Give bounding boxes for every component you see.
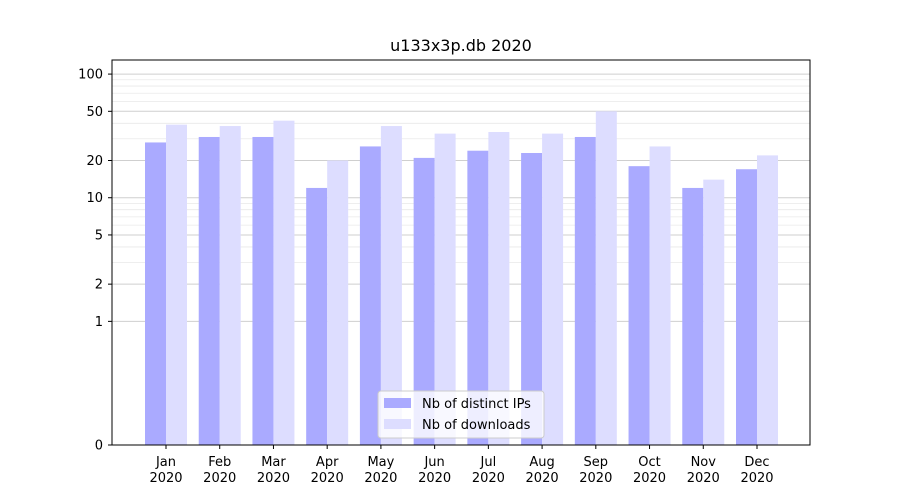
bar-distinct-ips bbox=[521, 153, 543, 445]
bar-distinct-ips bbox=[145, 142, 166, 445]
bar-downloads bbox=[649, 146, 671, 445]
y-tick-label: 5 bbox=[95, 228, 103, 243]
bars bbox=[145, 111, 778, 446]
bar-distinct-ips bbox=[736, 169, 757, 445]
legend-swatch bbox=[384, 419, 411, 429]
bar-downloads bbox=[273, 120, 295, 446]
x-tick-label-year: 2020 bbox=[364, 471, 397, 486]
legend-label: Nb of distinct IPs bbox=[422, 397, 531, 412]
x-tick-label-year: 2020 bbox=[311, 471, 344, 486]
y-tick-label: 20 bbox=[86, 154, 103, 169]
axes: Jan2020Feb2020Mar2020Apr2020May2020Jun20… bbox=[78, 59, 811, 486]
x-tick-label-month: Jan bbox=[155, 455, 176, 470]
bar-distinct-ips bbox=[628, 166, 650, 445]
x-tick-label-month: Feb bbox=[208, 455, 231, 470]
bar-downloads bbox=[434, 133, 456, 445]
bar-distinct-ips bbox=[682, 187, 704, 445]
bar-downloads bbox=[488, 132, 510, 446]
x-tick-label-year: 2020 bbox=[579, 471, 612, 486]
x-tick-label-month: Nov bbox=[691, 455, 717, 470]
bar-distinct-ips bbox=[306, 187, 328, 445]
legend-swatch bbox=[384, 398, 411, 408]
x-tick-label-year: 2020 bbox=[687, 471, 720, 486]
x-tick-label-month: Jul bbox=[480, 455, 497, 470]
bar-distinct-ips bbox=[198, 136, 220, 445]
x-tick-label-month: Aug bbox=[529, 455, 554, 470]
y-tick-label: 2 bbox=[95, 278, 103, 293]
bar-distinct-ips bbox=[252, 136, 274, 445]
bar-distinct-ips bbox=[359, 146, 381, 445]
bar-downloads bbox=[703, 179, 725, 446]
x-tick-label-year: 2020 bbox=[526, 471, 559, 486]
x-tick-label-month: Sep bbox=[584, 455, 609, 470]
x-tick-label-year: 2020 bbox=[418, 471, 451, 486]
y-tick-label: 50 bbox=[86, 105, 103, 120]
bar-distinct-ips bbox=[574, 136, 596, 445]
x-tick-label-year: 2020 bbox=[149, 471, 182, 486]
plot-frame bbox=[111, 59, 811, 446]
x-tick-label-month: Jun bbox=[423, 455, 444, 470]
chart-title: u133x3p.db 2020 bbox=[390, 36, 532, 55]
x-tick-label-month: May bbox=[367, 455, 394, 470]
legend: Nb of distinct IPs Nb of downloads bbox=[377, 390, 545, 439]
x-tick-label-year: 2020 bbox=[472, 471, 505, 486]
legend-label: Nb of downloads bbox=[422, 418, 531, 433]
x-tick-label-year: 2020 bbox=[740, 471, 773, 486]
y-tick-label: 1 bbox=[95, 315, 103, 330]
bar-downloads bbox=[327, 160, 349, 445]
bar-distinct-ips bbox=[467, 150, 489, 445]
bar-downloads bbox=[757, 155, 778, 445]
x-tick-label-year: 2020 bbox=[633, 471, 666, 486]
bar-downloads bbox=[542, 133, 564, 445]
x-tick-label-month: Apr bbox=[316, 455, 339, 470]
legend-box bbox=[377, 390, 545, 439]
bar-downloads bbox=[166, 124, 187, 445]
bar-downloads bbox=[595, 111, 617, 445]
bar-downloads bbox=[219, 126, 241, 445]
x-tick-label-month: Dec bbox=[744, 455, 769, 470]
bar-downloads bbox=[380, 126, 402, 445]
y-tick-label: 10 bbox=[86, 191, 103, 206]
x-tick-label-month: Mar bbox=[261, 455, 286, 470]
x-tick-label-month: Oct bbox=[638, 455, 660, 470]
y-tick-label: 0 bbox=[95, 439, 103, 454]
bar-distinct-ips bbox=[413, 157, 435, 446]
x-tick-label-year: 2020 bbox=[257, 471, 290, 486]
y-tick-label: 100 bbox=[78, 68, 103, 83]
x-tick-label-year: 2020 bbox=[203, 471, 236, 486]
